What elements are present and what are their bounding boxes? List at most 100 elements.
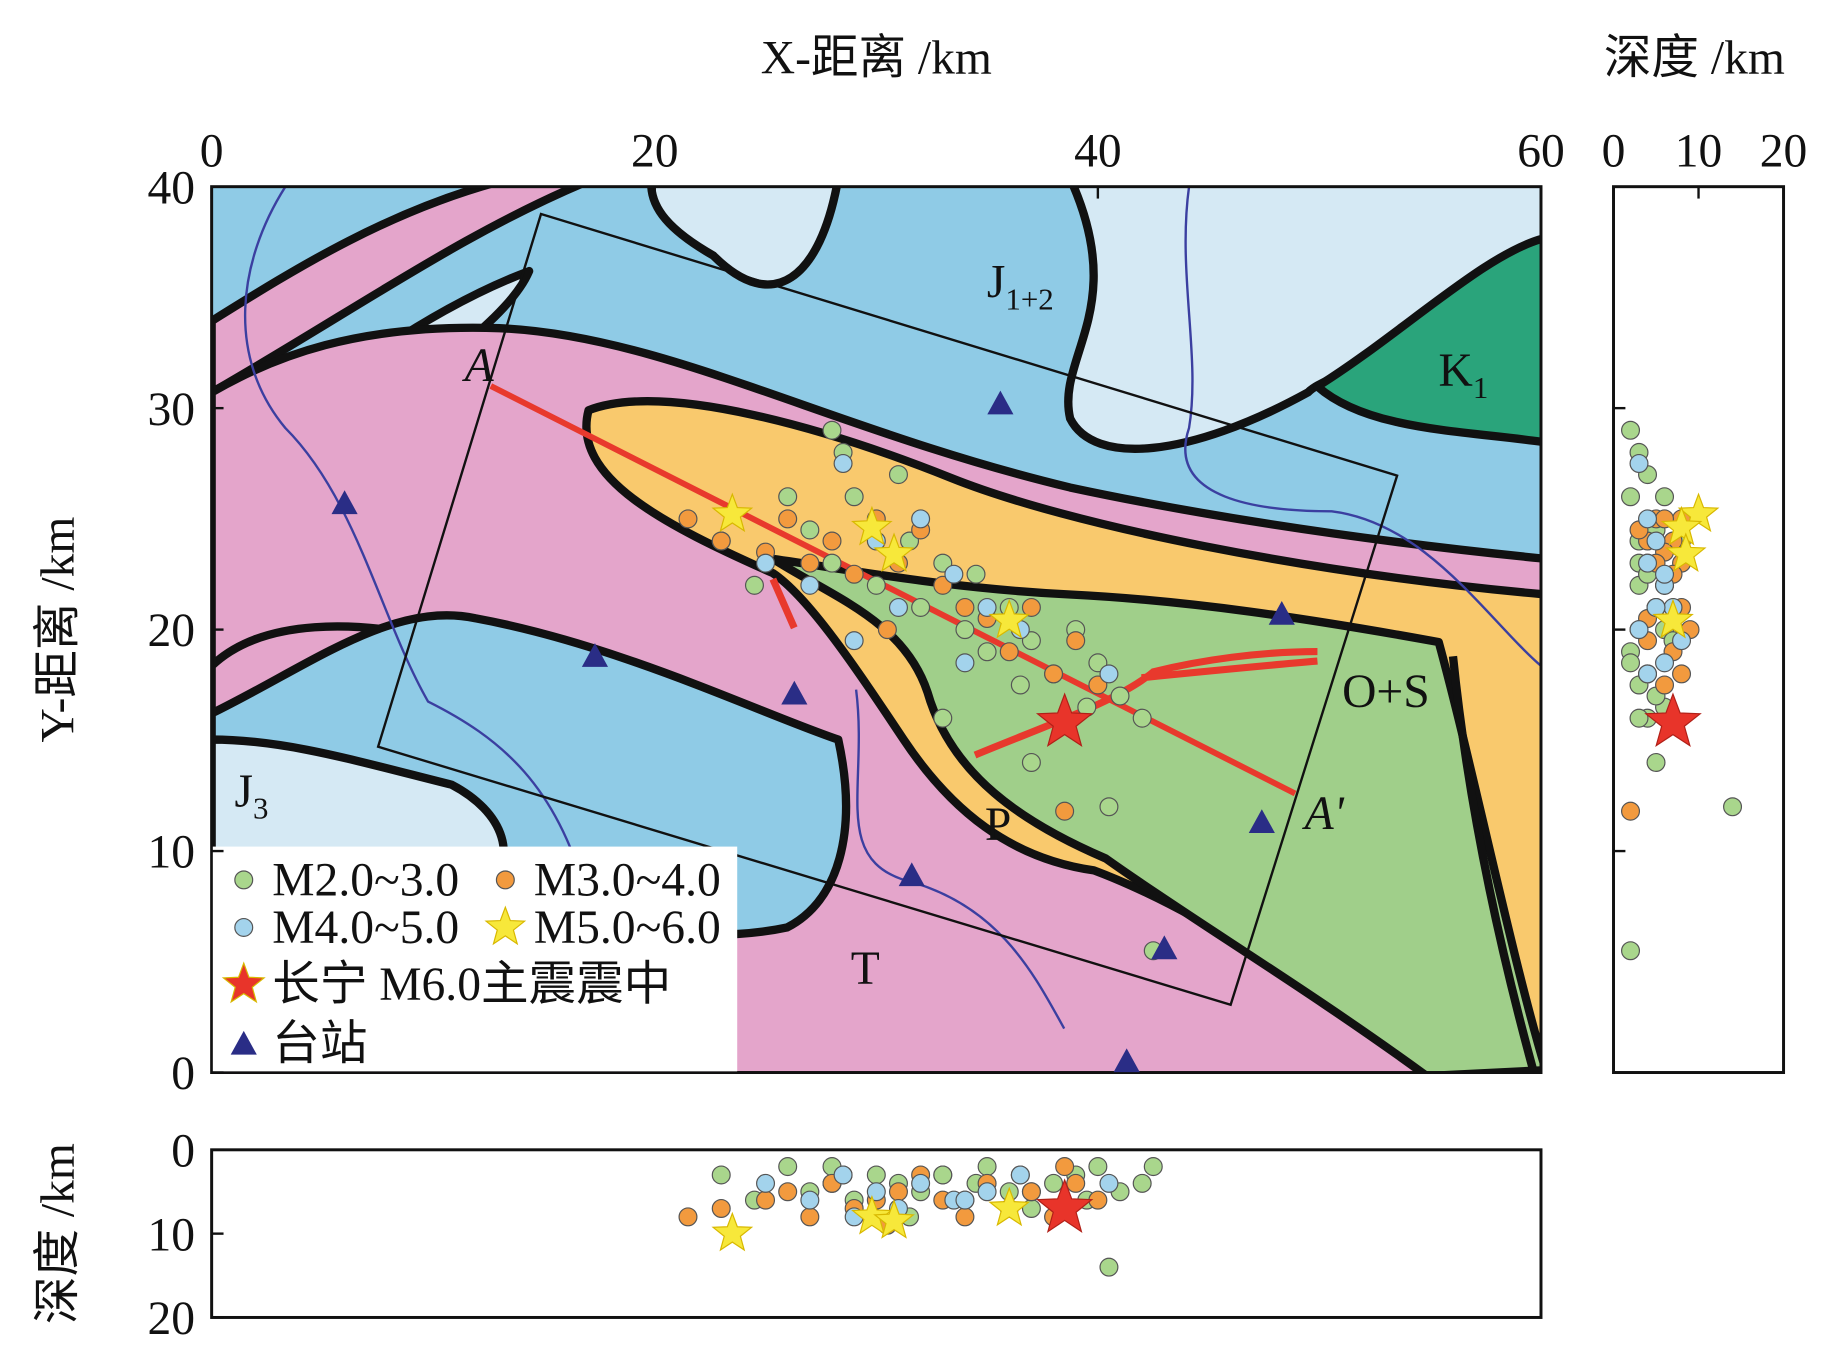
unit-name: J (235, 766, 254, 818)
station (898, 862, 925, 887)
station (1248, 809, 1275, 833)
legend-marker (234, 917, 254, 937)
station (581, 643, 609, 667)
x-tick-label: 20 (631, 125, 679, 177)
legend-marker (221, 961, 266, 1004)
event (955, 1207, 975, 1227)
event (711, 1165, 731, 1185)
event (999, 642, 1019, 662)
event (866, 1182, 886, 1202)
event (844, 564, 864, 584)
event (756, 1173, 776, 1193)
y-axis-label: 深度 /km (33, 1143, 85, 1324)
event (933, 708, 953, 728)
profile-line (489, 383, 1297, 797)
x-tick-label: 40 (1074, 125, 1122, 177)
series (1644, 692, 1702, 748)
event (1655, 653, 1675, 673)
unit-name: P (985, 799, 1011, 851)
event (977, 1157, 997, 1177)
event (955, 620, 975, 640)
event (1723, 797, 1743, 817)
river (243, 186, 590, 904)
m5-event (988, 1186, 1031, 1227)
x-tick-label: 10 (1675, 125, 1723, 177)
event (1143, 1157, 1163, 1177)
unit-label: P (985, 799, 1011, 851)
event (678, 1207, 698, 1227)
event (877, 620, 897, 640)
event (844, 487, 864, 507)
event (800, 1190, 820, 1210)
k1-zone (1313, 234, 1541, 446)
event (888, 465, 908, 485)
legend-marker (234, 870, 254, 890)
profile-end: A' (1302, 788, 1345, 840)
event (833, 453, 853, 474)
event (888, 1182, 908, 1202)
unit-subscript: 3 (253, 791, 268, 826)
unit-label: J3 (235, 766, 269, 826)
y-axis-label: Y-距离 /km (33, 517, 85, 743)
legend-label: 台站 (272, 1018, 367, 1070)
station (1151, 935, 1178, 960)
event (1621, 653, 1641, 673)
legend-marker (230, 1030, 257, 1055)
unit-subscript: 1 (1473, 370, 1488, 405)
m5-event (988, 598, 1031, 639)
x-tick-label: 0 (1602, 125, 1626, 177)
event (911, 1173, 931, 1193)
event (678, 509, 698, 529)
event (1044, 664, 1064, 684)
x-tick-label: 0 (200, 125, 224, 177)
event (822, 531, 842, 551)
event (888, 597, 908, 617)
fault-line (769, 577, 798, 630)
unit-name: T (851, 943, 880, 995)
event (1655, 487, 1675, 507)
event (778, 509, 798, 529)
event (866, 1165, 886, 1185)
unit-label: T (851, 943, 880, 995)
unit-name: J (987, 256, 1006, 308)
profile-start: A (462, 340, 495, 392)
event (778, 1157, 798, 1177)
event (1629, 620, 1649, 640)
series (711, 1157, 1163, 1277)
river (1184, 186, 1541, 667)
event (866, 575, 886, 595)
y-tick-label: 30 (147, 384, 195, 436)
event (822, 553, 842, 573)
event (844, 631, 864, 651)
event (1621, 801, 1641, 821)
event (1672, 664, 1692, 684)
event (966, 564, 986, 584)
legend-label: M4.0~5.0 (272, 902, 459, 954)
event (1629, 453, 1649, 474)
station (781, 680, 808, 705)
event (1099, 1257, 1119, 1277)
station (1268, 601, 1295, 625)
event (800, 553, 820, 573)
event (1646, 531, 1666, 551)
event (1088, 1157, 1108, 1177)
unit-subscript: 1+2 (1005, 281, 1053, 316)
event (1044, 1173, 1064, 1193)
y-tick-label: 40 (147, 162, 195, 214)
event (756, 1190, 776, 1210)
event (1655, 564, 1675, 584)
y-tick-label: 0 (171, 1048, 195, 1100)
x-tick-label: 20 (1760, 125, 1808, 177)
series (711, 492, 1031, 639)
event (711, 1198, 731, 1218)
event (800, 1207, 820, 1227)
unit-label: O+S (1342, 666, 1430, 718)
event (1021, 752, 1041, 772)
series (756, 453, 1119, 684)
legend-label: M3.0~4.0 (534, 854, 721, 906)
event (977, 1182, 997, 1202)
m5-event (1660, 505, 1703, 546)
m5-event (1652, 598, 1694, 639)
series (1035, 692, 1094, 748)
